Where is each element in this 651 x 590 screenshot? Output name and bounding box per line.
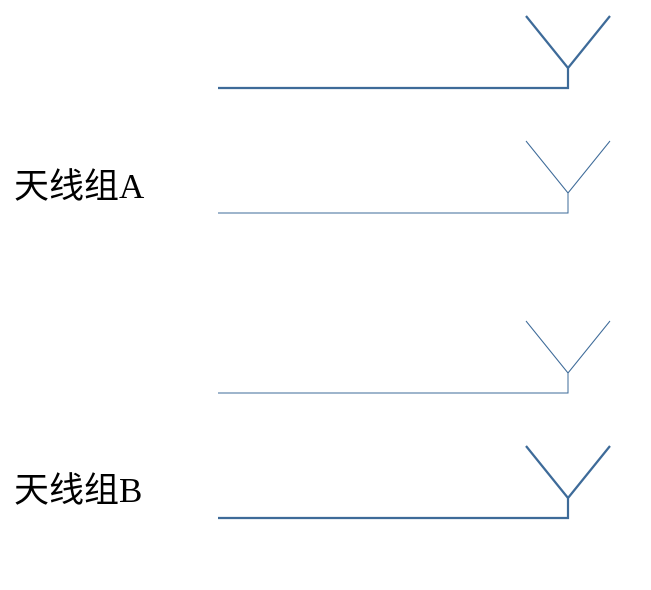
group-a-label: 天线组A — [14, 158, 144, 209]
antenna-b1 — [218, 319, 614, 395]
antenna-a2 — [218, 139, 614, 215]
antenna-b2 — [218, 444, 614, 520]
antenna-a1 — [218, 14, 614, 90]
group-b-label: 天线组B — [14, 462, 142, 513]
